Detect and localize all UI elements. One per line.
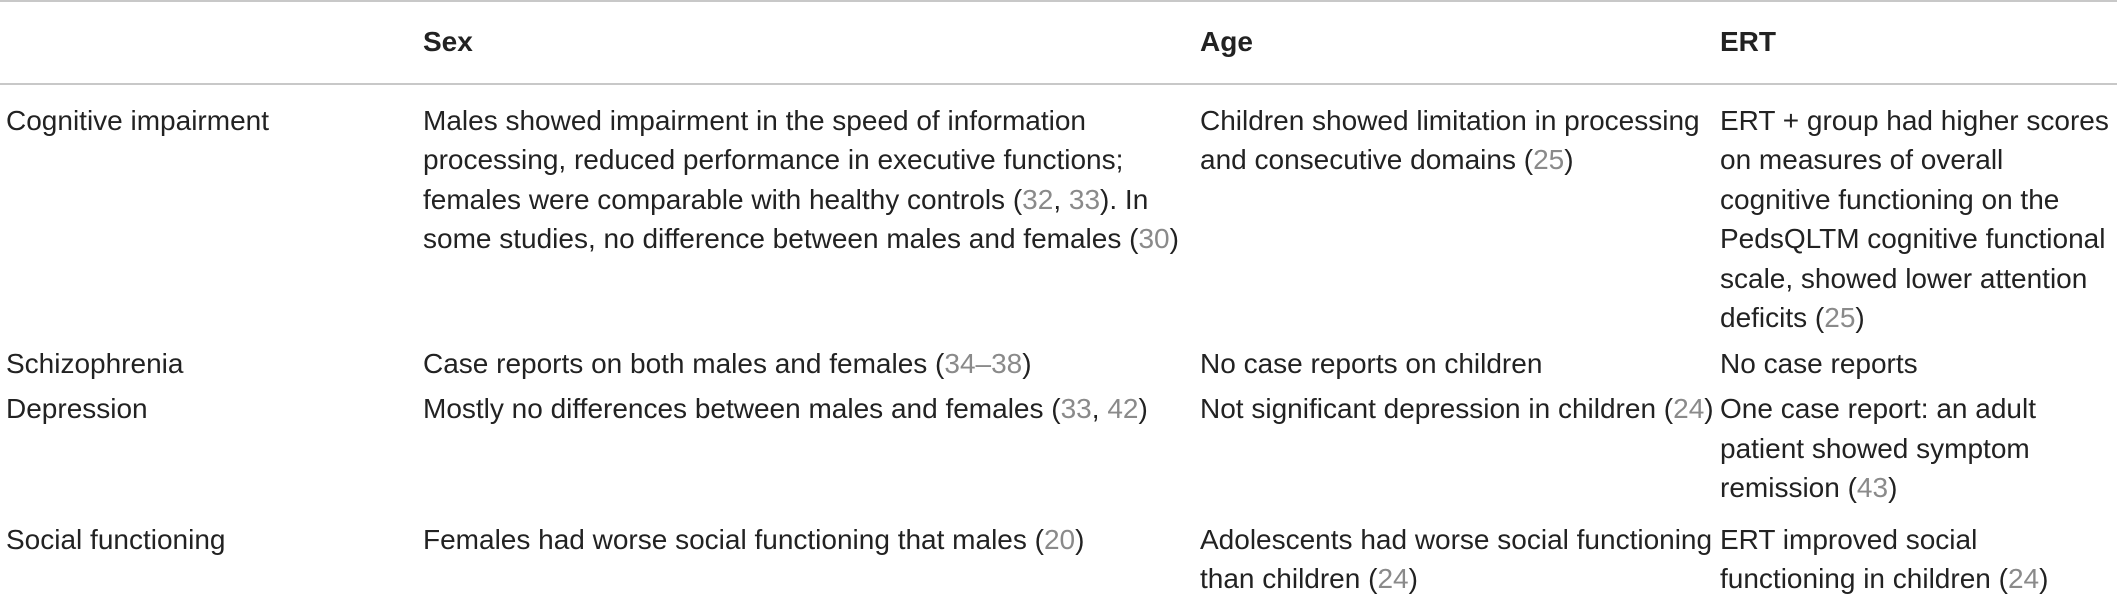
citation-link[interactable]: 24 xyxy=(1377,563,1409,594)
cell-text: ERT + group had higher scores on measure… xyxy=(1720,104,2109,334)
citation-link[interactable]: 30 xyxy=(1138,223,1170,254)
cell-text: Males showed impairment in the speed of … xyxy=(423,104,1124,215)
cell-text: ) xyxy=(1075,523,1085,555)
cell-sex: Males showed impairment in the speed of … xyxy=(417,84,1194,338)
citation-link[interactable]: 24 xyxy=(2007,563,2040,594)
citation-link[interactable]: 42 xyxy=(1107,393,1139,424)
table-row: Schizophrenia Case reports on both males… xyxy=(0,338,2117,384)
header-empty xyxy=(0,1,417,84)
cell-text: ERT improved social functioning in child… xyxy=(1720,523,2008,595)
cell-ert: No case reports xyxy=(1714,338,2117,384)
cell-age: Children showed limitation in processing… xyxy=(1194,84,1714,338)
cell-text: ) xyxy=(1888,472,1898,503)
cell-age: Not significant depression in children (… xyxy=(1194,383,1714,508)
header-sex: Sex xyxy=(423,26,473,57)
cell-text: Children showed limitation in processing… xyxy=(1200,104,1700,176)
table-row: Cognitive impairment Males showed impair… xyxy=(0,84,2117,338)
header-age: Age xyxy=(1200,26,1253,57)
citation-link[interactable]: 32 xyxy=(1022,183,1054,215)
cell-age: Adolescents had worse social functioning… xyxy=(1194,508,1714,599)
cell-text: ) xyxy=(2039,563,2049,594)
cell-text: Females had worse social functioning tha… xyxy=(423,523,1044,555)
cell-text: ) xyxy=(1855,302,1865,333)
citation-link[interactable]: 20 xyxy=(1043,523,1076,555)
citation-link[interactable]: 25 xyxy=(1533,144,1565,175)
table-row: Depression Mostly no differences between… xyxy=(0,383,2117,508)
cell-text: , xyxy=(1091,393,1108,424)
cell-text: Not significant depression in children ( xyxy=(1200,393,1674,424)
cell-text: , xyxy=(1053,183,1069,215)
cell-text: No case reports on children xyxy=(1200,347,1543,379)
cell-text: ) xyxy=(1169,223,1179,254)
cell-sex: Case reports on both males and females (… xyxy=(417,338,1194,384)
cell-text: ) xyxy=(1408,563,1418,594)
cell-ert: ERT improved social functioning in child… xyxy=(1714,508,2117,599)
cell-text: ) xyxy=(1138,393,1148,424)
cell-text: ) xyxy=(1022,347,1032,379)
row-label: Schizophrenia xyxy=(6,347,184,379)
header-ert: ERT xyxy=(1720,26,1776,57)
cell-text: Mostly no differences between males and … xyxy=(423,393,1061,424)
citation-link[interactable]: 33 xyxy=(1060,393,1092,424)
cell-ert: ERT + group had higher scores on measure… xyxy=(1714,84,2117,338)
row-label: Social functioning xyxy=(6,523,226,555)
cell-text: Adolescents had worse social functioning… xyxy=(1200,523,1713,595)
cell-text: No case reports xyxy=(1720,347,1918,379)
row-label: Cognitive impairment xyxy=(6,104,269,136)
cell-sex: Females had worse social functioning tha… xyxy=(417,508,1194,599)
cell-text: ) xyxy=(1704,393,1714,424)
cell-text: ) xyxy=(1564,144,1574,175)
table-header-row: Sex Age ERT xyxy=(0,1,2117,84)
row-label: Depression xyxy=(6,393,148,424)
cell-ert: One case report: an adult patient showed… xyxy=(1714,383,2117,508)
citation-link[interactable]: 25 xyxy=(1824,302,1856,333)
cell-text: ). In some studies, no difference betwee… xyxy=(423,183,1149,255)
cell-text: One case report: an adult patient showed… xyxy=(1720,393,2036,503)
table-row: Social functioning Females had worse soc… xyxy=(0,508,2117,599)
cell-age: No case reports on children xyxy=(1194,338,1714,384)
citation-link[interactable]: 43 xyxy=(1856,472,1889,503)
citation-link[interactable]: 34–38 xyxy=(944,347,1023,379)
citation-link[interactable]: 24 xyxy=(1673,393,1705,424)
cell-text: Case reports on both males and females ( xyxy=(423,347,945,379)
cell-sex: Mostly no differences between males and … xyxy=(417,383,1194,508)
citation-link[interactable]: 33 xyxy=(1068,183,1101,215)
